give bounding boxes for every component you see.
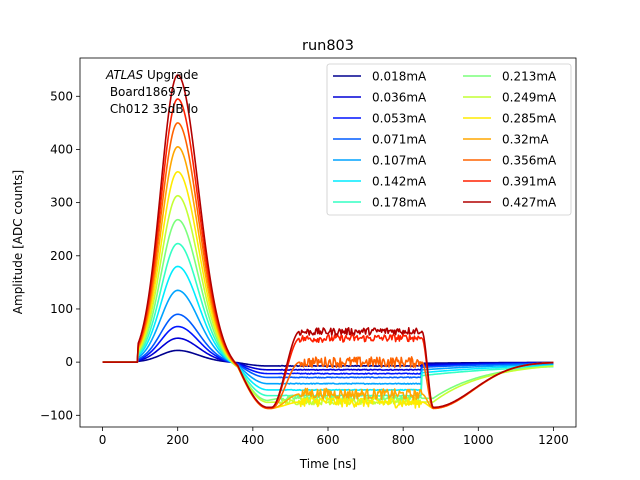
series-line-5 — [102, 265, 554, 392]
x-tick-label-4: 800 — [392, 433, 415, 447]
y-tick-label-1: 0 — [65, 355, 73, 369]
legend-label-8: 0.249mA — [502, 91, 557, 105]
legend-label-0: 0.018mA — [372, 70, 427, 84]
legend: 0.018mA 0.036mA 0.053mA 0.071mA 0.107mA 0.142… — [326, 63, 572, 216]
x-axis-label: Time [ns] — [299, 457, 356, 471]
legend-label-10: 0.32mA — [502, 133, 549, 147]
series-line-2 — [102, 325, 554, 375]
annotation-upgrade: Upgrade — [143, 68, 198, 82]
annotation-atlas: ATLAS — [105, 68, 144, 82]
legend-label-4: 0.107mA — [372, 154, 427, 168]
x-tick-label-0: 0 — [99, 433, 107, 447]
x-tick-label-2: 400 — [241, 433, 264, 447]
annotation-line-1: ATLAS Upgrade — [105, 68, 198, 82]
x-tick-label-1: 200 — [166, 433, 189, 447]
legend-label-2: 0.053mA — [372, 112, 427, 126]
legend-label-9: 0.285mA — [502, 112, 557, 126]
legend-label-13: 0.427mA — [502, 196, 557, 210]
plot-area — [102, 74, 554, 410]
y-tick-label-2: 100 — [50, 302, 73, 316]
legend-label-3: 0.071mA — [372, 133, 427, 147]
chart-title: run803 — [302, 38, 354, 54]
legend-label-5: 0.142mA — [372, 175, 427, 189]
y-tick-label-5: 400 — [50, 142, 73, 156]
atlas-annotation: ATLAS Upgrade Board186975 Ch012 35dB lo — [105, 68, 198, 116]
legend-label-6: 0.178mA — [372, 196, 427, 210]
legend-label-7: 0.213mA — [502, 70, 557, 84]
x-tick-label-6: 1200 — [538, 433, 569, 447]
legend-label-12: 0.391mA — [502, 175, 557, 189]
annotation-line-3: Ch012 35dB lo — [106, 102, 198, 116]
series-line-7 — [102, 218, 554, 402]
y-tick-label-3: 200 — [50, 249, 73, 263]
series-line-8 — [102, 194, 554, 406]
y-tick-label-4: 300 — [50, 196, 73, 210]
x-tick-label-5: 1000 — [463, 433, 494, 447]
series-line-13 — [102, 74, 554, 409]
series-line-3 — [102, 313, 554, 379]
x-tick-label-3: 600 — [317, 433, 340, 447]
legend-box — [326, 63, 572, 216]
legend-label-1: 0.036mA — [372, 91, 427, 105]
annotation-line-2: Board186975 — [106, 85, 191, 99]
y-tick-label-0: −100 — [40, 408, 73, 422]
axes: 0 200 400 600 800 1000 1200 −100 0 100 200 300 400 50… — [40, 57, 577, 447]
legend-label-11: 0.356mA — [502, 154, 557, 168]
series-line-4 — [102, 289, 554, 385]
y-tick-label-6: 500 — [50, 89, 73, 103]
y-axis-label: Amplitude [ADC counts] — [11, 170, 25, 314]
